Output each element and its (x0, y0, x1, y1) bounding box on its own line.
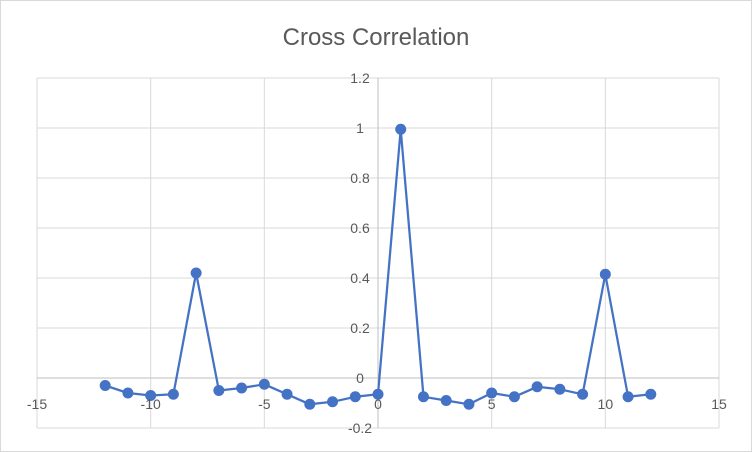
label-layer: -0.200.20.40.60.811.2-15 -10 -5 0 5 10 15 (27, 70, 727, 436)
data-point (258, 378, 270, 390)
data-point (372, 388, 384, 400)
data-point (281, 388, 293, 400)
data-point (190, 267, 202, 279)
data-point (599, 268, 611, 280)
x-tick-label: -10 (141, 396, 161, 412)
y-tick-label: -0.2 (348, 420, 372, 436)
y-tick-label: 0.8 (350, 170, 370, 186)
data-point (554, 383, 566, 395)
data-point (577, 388, 589, 400)
y-tick-label: 0.4 (350, 270, 370, 286)
data-point (349, 391, 361, 403)
data-point (99, 380, 111, 391)
data-point (213, 385, 225, 396)
x-tick-label: 5 (488, 396, 496, 412)
data-point (486, 387, 498, 399)
data-point (145, 390, 157, 401)
y-tick-label: 0.2 (350, 320, 370, 336)
y-tick-label: 0 (356, 370, 364, 386)
x-tick-label: 15 (711, 396, 727, 412)
data-point (622, 391, 634, 403)
data-point (440, 395, 452, 406)
data-point (417, 391, 429, 403)
data-point (463, 398, 475, 410)
y-tick-label: 0.6 (350, 220, 370, 236)
data-point (236, 382, 248, 394)
series-layer (99, 123, 657, 410)
x-tick-label: -15 (27, 396, 47, 412)
data-point (304, 398, 316, 410)
data-point (508, 391, 520, 403)
data-point (531, 381, 543, 393)
data-point (122, 387, 134, 399)
axis-layer (37, 78, 719, 428)
data-point (327, 396, 339, 408)
x-tick-label: 10 (598, 396, 614, 412)
data-point (645, 388, 657, 400)
y-tick-label: 1.2 (350, 70, 370, 86)
data-point (167, 388, 179, 400)
x-tick-label: 0 (374, 396, 382, 412)
x-tick-label: -5 (258, 396, 271, 412)
data-point (395, 123, 407, 135)
chart-title: Cross Correlation (283, 24, 470, 51)
y-tick-label: 1 (356, 120, 364, 136)
